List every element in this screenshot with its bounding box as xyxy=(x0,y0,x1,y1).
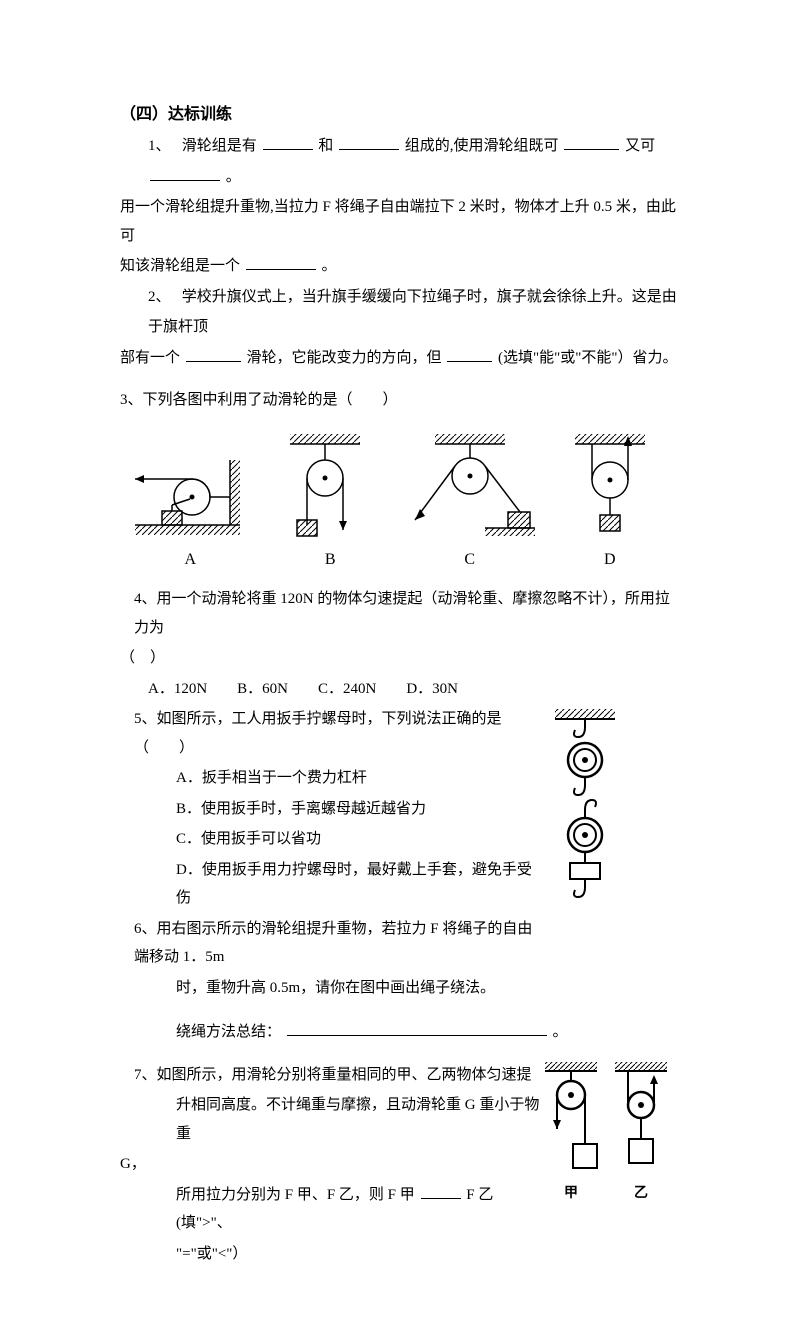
q1-t1: 滑轮组是有 xyxy=(182,138,257,154)
q3-stem: 3、下列各图中利用了动滑轮的是（ ） xyxy=(120,386,680,415)
q7-label-yi: 乙 xyxy=(610,1181,672,1208)
figure-d xyxy=(560,430,670,540)
blank xyxy=(246,254,316,270)
q1-line2c: 。 xyxy=(322,258,337,274)
q1-line1b: 。 xyxy=(120,163,680,192)
q6-stem2: 时，重物升高 0.5m，请你在图中画出绳子绕法。 xyxy=(120,974,680,1003)
q6-summary: 绕绳方法总结： 。 xyxy=(120,1018,680,1047)
section-heading: （四）达标训练 xyxy=(120,100,680,130)
q7-line4a: 所用拉力分别为 F 甲、F 乙，则 F 甲 xyxy=(176,1187,415,1203)
q1-line2b-wrap: 知该滑轮组是一个 。 xyxy=(120,252,680,281)
q4-opts: A．120N B．60N C．240N D．30N xyxy=(120,675,680,704)
label-c: C xyxy=(464,545,475,575)
blank xyxy=(186,346,241,362)
q2-num: 2、 xyxy=(148,289,171,305)
q7-figures: 甲 乙 xyxy=(540,1059,680,1208)
q2-t3c: (选填"能"或"不能"）省力。 xyxy=(498,350,678,366)
q3-figures xyxy=(120,430,680,540)
label-d: D xyxy=(604,545,616,575)
blank xyxy=(564,134,619,150)
blank xyxy=(263,134,313,150)
q7-yi-wrap: 乙 xyxy=(610,1059,672,1208)
q1-num: 1、 xyxy=(148,138,171,154)
q4-line1: 4、用一个动滑轮将重 120N 的物体匀速提起（动滑轮重、摩擦忽略不计），所用拉… xyxy=(120,585,680,642)
blank xyxy=(447,346,492,362)
q1-line2a: 用一个滑轮组提升重物,当拉力 F 将绳子自由端拉下 2 米时，物体才上升 0.5… xyxy=(120,193,680,250)
q2-t3b: 滑轮，它能改变力的方向，但 xyxy=(247,350,446,366)
q3-labels: A B C D xyxy=(120,545,680,575)
blank xyxy=(150,165,220,181)
q6-sum-end: 。 xyxy=(553,1024,568,1040)
q1-t3: 组成的,使用滑轮组既可 xyxy=(405,138,559,154)
q1-line2b: 知该滑轮组是一个 xyxy=(120,258,240,274)
blank xyxy=(339,134,399,150)
q2-t3a: 部有一个 xyxy=(120,350,180,366)
q2-t1: 学校升旗仪式上，当升旗手缓缓向下拉绳子时，旗子就会徐徐上升。这是由 xyxy=(182,289,677,305)
blank xyxy=(421,1183,461,1199)
figure-c xyxy=(400,430,540,540)
label-a: A xyxy=(184,545,196,575)
label-b: B xyxy=(325,545,336,575)
q7-label-jia: 甲 xyxy=(540,1181,602,1208)
q7-line5: "="或"<"） xyxy=(120,1240,680,1269)
q1-t4: 又可 xyxy=(625,138,655,154)
q2-line2: 于旗杆顶 xyxy=(120,313,680,342)
q1-t5: 。 xyxy=(226,169,241,185)
q1-t2: 和 xyxy=(318,138,333,154)
blank xyxy=(287,1020,547,1036)
q7-jia-wrap: 甲 xyxy=(540,1059,602,1208)
q4-line2: （ ） xyxy=(120,644,680,673)
q6-sum-label: 绕绳方法总结： xyxy=(176,1024,281,1040)
q1-line1: 1、 滑轮组是有 和 组成的,使用滑轮组既可 又可 xyxy=(120,132,680,161)
figure-b xyxy=(270,430,380,540)
q2-line1: 2、 学校升旗仪式上，当升旗手缓缓向下拉绳子时，旗子就会徐徐上升。这是由 xyxy=(120,283,680,312)
q2-line3: 部有一个 滑轮，它能改变力的方向，但 (选填"能"或"不能"）省力。 xyxy=(120,344,680,373)
figure-a xyxy=(130,445,250,540)
q6-figure xyxy=(550,705,680,935)
